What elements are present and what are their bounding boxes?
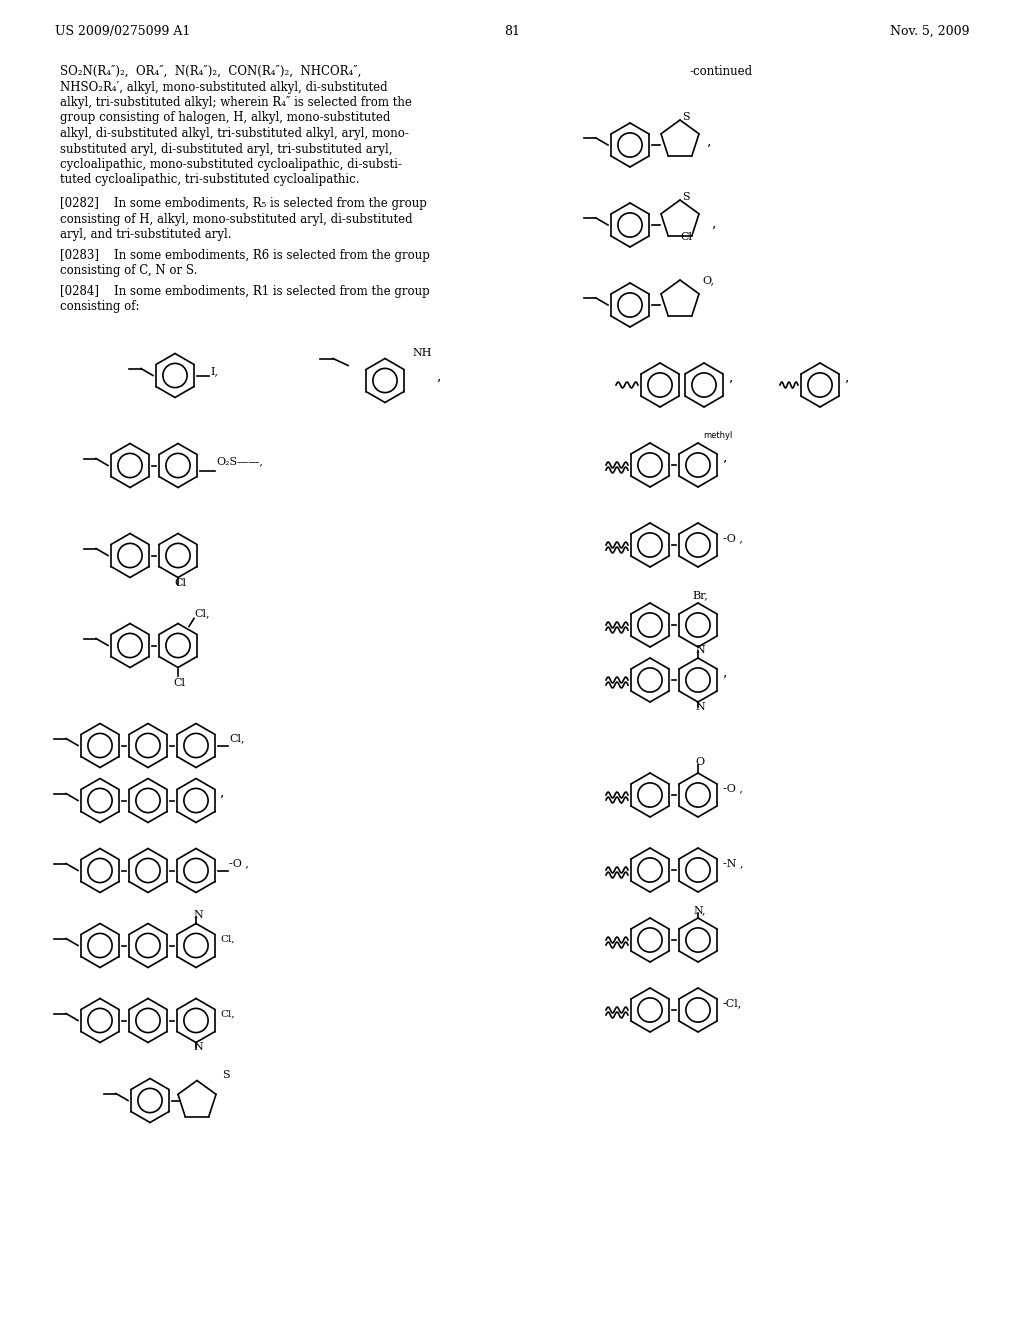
Text: tuted cycloalipathic, tri-substituted cycloalipathic.: tuted cycloalipathic, tri-substituted cy… (60, 173, 359, 186)
Text: -N ,: -N , (723, 858, 743, 869)
Text: aryl, and tri-substituted aryl.: aryl, and tri-substituted aryl. (60, 228, 231, 242)
Text: S: S (222, 1071, 229, 1081)
Text: ,: , (729, 370, 733, 384)
Text: -O ,: -O , (723, 533, 742, 543)
Text: consisting of:: consisting of: (60, 300, 139, 313)
Text: ,: , (723, 450, 727, 465)
Text: 81: 81 (504, 25, 520, 38)
Text: ,: , (220, 785, 224, 800)
Text: Cl: Cl (173, 677, 185, 688)
Text: [0282]    In some embodiments, R₅ is selected from the group: [0282] In some embodiments, R₅ is select… (60, 197, 427, 210)
Text: Br,: Br, (692, 590, 708, 601)
Text: alkyl, tri-substituted alkyl; wherein R₄″ is selected from the: alkyl, tri-substituted alkyl; wherein R₄… (60, 96, 412, 110)
Text: consisting of H, alkyl, mono-substituted aryl, di-substituted: consisting of H, alkyl, mono-substituted… (60, 213, 413, 226)
Text: N: N (194, 911, 203, 920)
Text: O: O (695, 756, 705, 767)
Text: Cl,: Cl, (220, 1010, 234, 1019)
Text: O,: O, (702, 275, 714, 285)
Text: I,: I, (210, 367, 218, 376)
Text: S: S (682, 112, 689, 121)
Text: ,: , (437, 370, 441, 384)
Text: NH: NH (412, 347, 431, 358)
Text: alkyl, di-substituted alkyl, tri-substituted alkyl, aryl, mono-: alkyl, di-substituted alkyl, tri-substit… (60, 127, 409, 140)
Text: ,: , (712, 216, 717, 230)
Text: N: N (695, 702, 705, 711)
Text: N: N (194, 1043, 203, 1052)
Text: -O ,: -O , (723, 783, 742, 793)
Text: ,: , (845, 370, 849, 384)
Text: ,: , (707, 135, 712, 148)
Text: Cl,: Cl, (229, 734, 245, 743)
Text: NHSO₂R₄′, alkyl, mono-substituted alkyl, di-substituted: NHSO₂R₄′, alkyl, mono-substituted alkyl,… (60, 81, 388, 94)
Text: Cl,: Cl, (220, 935, 234, 944)
Text: N,: N, (693, 906, 707, 915)
Text: methyl: methyl (703, 432, 732, 440)
Text: Cl: Cl (680, 232, 692, 242)
Text: consisting of C, N or S.: consisting of C, N or S. (60, 264, 198, 277)
Text: S: S (682, 191, 689, 202)
Text: N: N (695, 645, 705, 655)
Text: [0284]    In some embodiments, R1 is selected from the group: [0284] In some embodiments, R1 is select… (60, 285, 430, 297)
Text: Cl,: Cl, (194, 609, 210, 619)
Text: [0283]    In some embodiments, R6 is selected from the group: [0283] In some embodiments, R6 is select… (60, 248, 430, 261)
Text: US 2009/0275099 A1: US 2009/0275099 A1 (55, 25, 190, 38)
Text: cycloalipathic, mono-substituted cycloalipathic, di-substi-: cycloalipathic, mono-substituted cycloal… (60, 158, 401, 172)
Text: substituted aryl, di-substituted aryl, tri-substituted aryl,: substituted aryl, di-substituted aryl, t… (60, 143, 392, 156)
Text: ,: , (723, 665, 727, 678)
Text: O₂S——,: O₂S——, (216, 457, 263, 466)
Text: Cl: Cl (174, 578, 186, 587)
Text: -continued: -continued (690, 65, 753, 78)
Text: group consisting of halogen, H, alkyl, mono-substituted: group consisting of halogen, H, alkyl, m… (60, 111, 390, 124)
Text: Nov. 5, 2009: Nov. 5, 2009 (891, 25, 970, 38)
Text: SO₂N(R₄″)₂,  OR₄″,  N(R₄″)₂,  CON(R₄″)₂,  NHCOR₄″,: SO₂N(R₄″)₂, OR₄″, N(R₄″)₂, CON(R₄″)₂, NH… (60, 65, 361, 78)
Text: -O ,: -O , (229, 858, 249, 869)
Text: -Cl,: -Cl, (723, 998, 742, 1008)
